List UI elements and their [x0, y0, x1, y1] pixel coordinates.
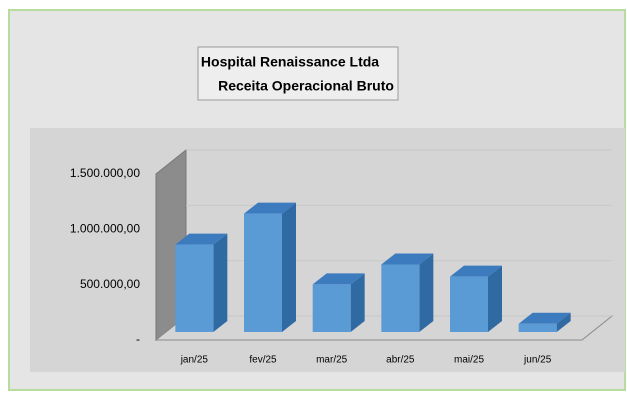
bar-front [312, 284, 351, 332]
bar-side [213, 233, 228, 332]
bar-side [419, 253, 434, 332]
bar-top [175, 233, 228, 245]
chart-subtitle: Receita Operacional Bruto [218, 78, 394, 94]
bar [175, 233, 228, 332]
bar-front [381, 264, 420, 332]
bar-top [518, 312, 571, 324]
bar-side [556, 312, 571, 332]
title-box [197, 46, 399, 101]
x-tick-label: jan/25 [180, 355, 209, 366]
chart-title: Hospital Renaissance Ltda [201, 54, 379, 70]
bar [381, 253, 434, 332]
bar [244, 202, 296, 332]
bar-front [175, 244, 214, 332]
x-tick-label: fev/25 [249, 355, 277, 366]
bar-top [244, 202, 296, 214]
bar-top [381, 253, 434, 265]
bar-front [244, 213, 282, 332]
y-tick-label: 1.000.000,00 [70, 222, 140, 236]
x-tick-label: abr/25 [386, 355, 415, 366]
y-tick-label: - [136, 332, 140, 346]
y-tick-label: 500.000,00 [80, 277, 140, 291]
bar-side [488, 265, 502, 332]
x-tick-label: jun/25 [523, 355, 552, 366]
bar [518, 312, 571, 332]
bar-front [518, 323, 557, 332]
bar-side [282, 202, 296, 332]
bar-side [350, 273, 365, 332]
x-tick-label: mar/25 [316, 355, 348, 366]
bar [450, 265, 502, 332]
bar-front [450, 276, 488, 332]
y-tick-label: 1.500.000,00 [70, 166, 140, 180]
x-tick-label: mai/25 [454, 355, 484, 366]
bar [312, 273, 365, 332]
bar-top [450, 265, 502, 277]
bar-top [312, 273, 365, 285]
